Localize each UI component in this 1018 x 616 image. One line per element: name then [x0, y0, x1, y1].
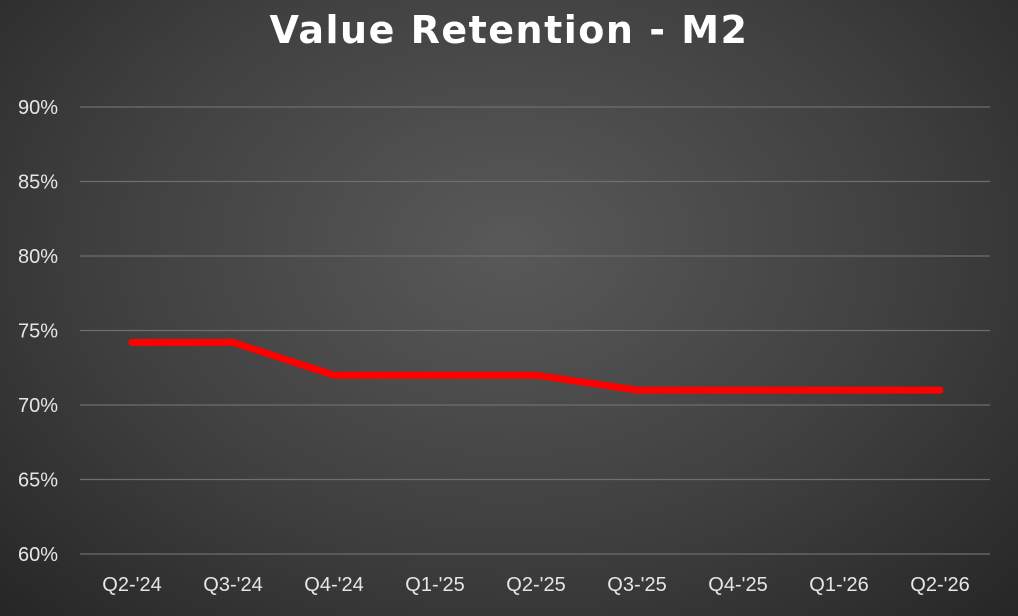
series-lines	[128, 338, 944, 394]
x-tick-label: Q3-'25	[607, 574, 666, 596]
y-tick-label: 70%	[18, 395, 58, 417]
x-tick-label: Q2-'25	[506, 574, 565, 596]
y-tick-label: 65%	[18, 470, 58, 492]
gridlines	[80, 106, 990, 555]
x-axis-tick-labels: Q2-'24 Q3-'24 Q4-'24 Q1-'25 Q2-'25 Q3-'25 Q4-'…	[102, 574, 969, 596]
y-axis-tick-labels: 60% 65% 70% 75% 80% 85% 90%	[18, 97, 58, 566]
series-line-0	[128, 338, 944, 394]
x-tick-label: Q3-'24	[203, 574, 262, 596]
y-tick-label: 60%	[18, 544, 58, 566]
chart-title: Value Retention - M2	[269, 8, 749, 52]
x-tick-label: Q4-'25	[708, 574, 767, 596]
x-tick-label: Q4-'24	[304, 574, 363, 596]
x-tick-label: Q1-'25	[405, 574, 464, 596]
y-tick-label: 75%	[18, 321, 58, 343]
y-tick-label: 90%	[18, 97, 58, 119]
y-tick-label: 85%	[18, 172, 58, 194]
y-tick-label: 80%	[18, 246, 58, 268]
x-tick-label: Q2-'24	[102, 574, 161, 596]
x-tick-label: Q2-'26	[910, 574, 969, 596]
x-tick-label: Q1-'26	[809, 574, 868, 596]
